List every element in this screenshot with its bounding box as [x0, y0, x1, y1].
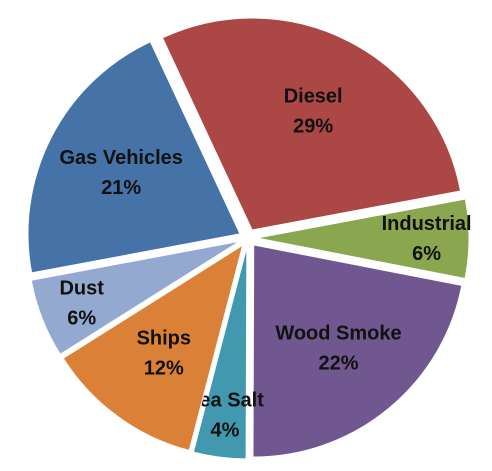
- pie-slice: [256, 198, 470, 280]
- slice-label: Diesel: [284, 85, 343, 107]
- slice-value: 21%: [101, 177, 141, 199]
- pie-slice: [161, 17, 462, 231]
- slice-value: 22%: [318, 352, 358, 374]
- slice-label: Wood Smoke: [275, 322, 401, 344]
- slice-label: Sea Salt: [186, 389, 264, 411]
- pie-slice: [252, 244, 463, 458]
- slice-label: Ships: [137, 327, 191, 349]
- pie-slice: [192, 246, 248, 460]
- slice-label: Industrial: [382, 213, 472, 235]
- slice-value: 29%: [293, 115, 333, 137]
- pie-slice: [27, 41, 241, 274]
- pie-slice: [30, 240, 240, 355]
- slice-value: 4%: [211, 419, 240, 441]
- slice-value: 12%: [144, 357, 184, 379]
- pie-slice: [62, 244, 244, 452]
- slice-label: Gas Vehicles: [59, 147, 182, 169]
- slice-value: 6%: [412, 243, 441, 265]
- slice-label: Dust: [59, 277, 104, 299]
- slice-value: 6%: [67, 307, 96, 329]
